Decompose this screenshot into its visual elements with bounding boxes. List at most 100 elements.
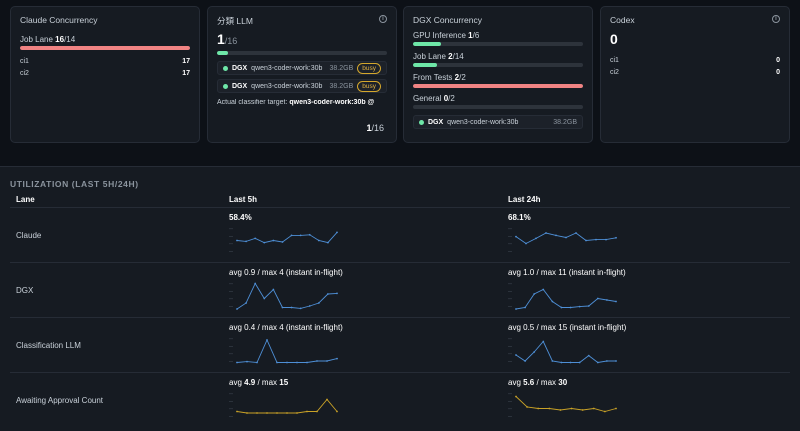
dgx-lane-bar [413,84,583,88]
codex-card: Codex i 0 ci1 0 ci2 0 [600,6,790,143]
sparkline-point [524,306,526,309]
info-icon[interactable]: i [772,15,780,23]
sparkline-guide-tick [229,298,233,300]
stat-5h: 58.4% [229,213,252,222]
sparkline-point [596,297,599,300]
sparkline-classification-5h [229,338,338,364]
sparkline-point [560,361,563,364]
sparkline-point [515,235,517,238]
sparkline-point [526,406,529,408]
sparkline-guide-tick [508,401,512,402]
sparkline-guide-tick [508,353,512,355]
sparkline-series-line [515,340,616,363]
sparkline-guide-tick [229,251,233,252]
sparkline-guide-tick [229,346,233,347]
sparkline-point [306,361,308,364]
sparkline-point [254,237,257,240]
sparkline-guide-tick [229,228,233,230]
sparkline-point [308,305,311,307]
sparkline-point [581,409,584,411]
sparkline-point [585,239,587,242]
sparkline-point [615,236,617,239]
card-title: 分類 LLM i [217,15,387,27]
dgx-lane-bar [413,63,583,67]
sparkline-point [281,241,284,243]
sparkline-point [306,410,308,413]
stat-24h: avg 1.0 / max 11 (instant in-flight) [508,268,626,277]
sparkline-point [515,308,517,310]
sparkline-point [317,302,320,304]
sparkline-point [308,233,311,236]
sparkline-guide-tick [508,393,512,395]
sparkline-guide-tick [508,283,512,285]
sparkline-point [545,232,547,234]
sparkline-point [587,354,590,357]
claude-row-ci2: ci2 17 [20,70,190,77]
sparkline-point [316,360,318,362]
sparkline-point [533,293,536,295]
stat-24h: avg 0.5 / max 15 (instant in-flight) [508,323,627,332]
sparkline-point [559,409,562,411]
sparkline-point [266,339,268,341]
sparkline-point [263,297,266,300]
sparkline-guide-tick [229,306,233,307]
divider [10,317,790,318]
sparkline-point [605,238,607,241]
sparkline-point [290,234,293,237]
dgx-concurrency-card: DGX Concurrency GPU Inference 1/6 Job La… [403,6,593,143]
sparkline-guide-tick [229,236,233,237]
sparkline-guide-tick [229,401,233,402]
info-icon[interactable]: i [379,15,387,23]
dgx-lane-gpu: GPU Inference 1/6 [413,31,480,40]
busy-badge: busy [357,80,381,92]
llm-bar-fill [217,51,228,55]
sparkline-guide-tick [508,251,512,252]
codex-row-ci2: ci2 0 [610,69,780,76]
sparkline-point [286,412,288,414]
sparkline-guide-tick [508,346,512,347]
sparkline-point [569,361,572,364]
sparkline-guide-tick [508,298,512,300]
divider [10,207,790,208]
sparkline-point [615,407,617,410]
card-title: DGX Concurrency [413,15,482,25]
busy-badge: busy [357,62,381,74]
sparkline-point [245,240,247,243]
lane-label-dgx: DGX [16,286,34,295]
sparkline-point [542,340,545,343]
sparkline-dgx-24h [508,283,617,310]
sparkline-point [317,239,320,242]
sparkline-point [276,361,278,364]
sparkline-point [254,282,257,285]
sparkline-point [281,306,284,309]
stat-5h: avg 0.9 / max 4 (instant in-flight) [229,268,343,277]
sparkline-point [548,407,551,410]
sparkline-guide-tick [508,228,512,230]
sparkline-guide-tick [229,243,233,245]
stat-5h: avg 4.9 / max 15 [229,378,289,387]
sparkline-point [525,242,527,245]
card-title: Claude Concurrency [20,15,98,25]
sparkline-point [296,412,298,414]
sparkline-series-line [236,232,338,244]
sparkline-guide-tick [229,283,233,285]
sparkline-guide-tick [229,416,233,417]
sparkline-point [299,307,302,310]
codex-row-ci1: ci1 0 [610,57,780,64]
sparkline-point [266,412,268,414]
sparkline-point [326,398,328,401]
llm-big-value: 1/16 [217,31,238,47]
sparkline-point [326,360,328,362]
lane-label-claude: Claude [16,231,42,240]
sparkline-point [565,236,567,239]
sparkline-point [596,361,599,364]
sparkline-point [578,361,581,364]
col-header-5h: Last 5h [229,195,258,204]
sparkline-point [592,407,595,410]
sparkline-point [327,241,329,244]
sparkline-series-line [236,398,338,414]
sparkline-guide-tick [229,361,233,362]
dgx-lane-bar-fill [413,42,442,46]
sparkline-guide-tick [508,291,512,292]
sparkline-point [236,308,238,310]
